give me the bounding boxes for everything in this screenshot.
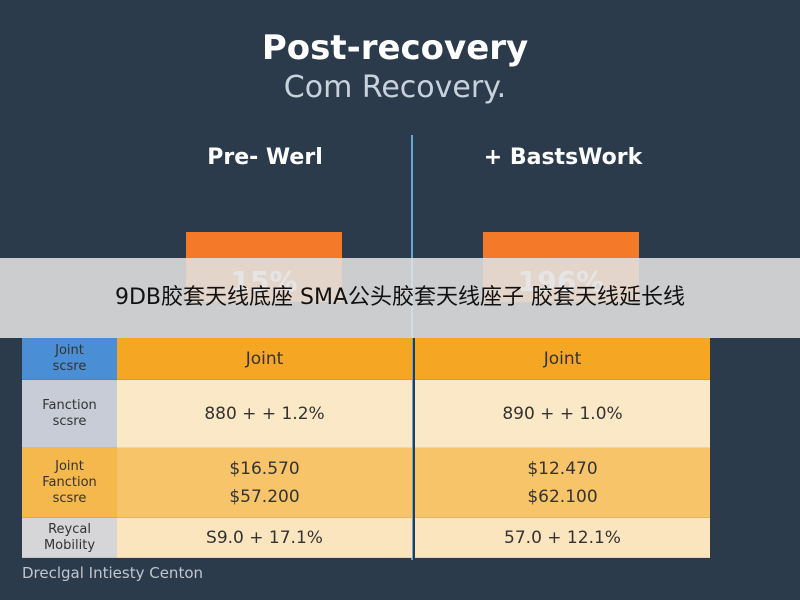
footer: Dreclgal Intiesty Centon bbox=[22, 564, 204, 582]
table-cell: $16.570 $57.200 bbox=[117, 448, 412, 518]
cell-text: S9.0 + 17.1% bbox=[206, 527, 323, 548]
cell-text: 880 + + 1.2% bbox=[204, 403, 325, 424]
cell-text: $62.100 bbox=[527, 486, 598, 507]
cell-text: Joint bbox=[245, 348, 284, 369]
cell-text: $16.570 bbox=[229, 458, 300, 479]
row-label: Reycal Mobility bbox=[22, 518, 117, 558]
cell-text: Fanction bbox=[42, 474, 97, 490]
column-title: + BastsWork bbox=[483, 145, 643, 170]
cell-text: Joint bbox=[543, 348, 582, 369]
cell-text: scsre bbox=[52, 358, 87, 374]
row-label: Joint scsre bbox=[22, 338, 117, 380]
cell-text: Reycal bbox=[48, 521, 91, 537]
table-cell: S9.0 + 17.1% bbox=[117, 518, 412, 558]
cell-text: 890 + + 1.0% bbox=[502, 403, 623, 424]
title: Post-recovery bbox=[261, 28, 529, 68]
table-cell: Joint bbox=[117, 338, 412, 380]
table-cell: 57.0 + 12.1% bbox=[415, 518, 710, 558]
cell-text: Mobility bbox=[43, 537, 96, 553]
cell-text: Joint bbox=[55, 458, 84, 474]
table-cell: Joint bbox=[415, 338, 710, 380]
row-label: Joint Fanction scsre bbox=[22, 448, 117, 518]
table-cell: 890 + + 1.0% bbox=[415, 380, 710, 448]
subtitle: Com Recovery. bbox=[283, 70, 507, 105]
banner: 9DB胶套天线底座 SMA公头胶套天线座子 胶套天线延长线 bbox=[0, 258, 800, 338]
divider bbox=[411, 135, 413, 560]
cell-text: scsre bbox=[52, 413, 87, 429]
cell-text: 57.0 + 12.1% bbox=[504, 527, 621, 548]
cell-text: $57.200 bbox=[229, 486, 300, 507]
table-cell: 880 + + 1.2% bbox=[117, 380, 412, 448]
cell-text: scsre bbox=[52, 490, 87, 506]
column-title: Pre- Werl bbox=[207, 145, 323, 170]
table-cell: $12.470 $62.100 bbox=[415, 448, 710, 518]
cell-text: $12.470 bbox=[527, 458, 598, 479]
row-label: Fanction scsre bbox=[22, 380, 117, 448]
cell-text: Fanction bbox=[42, 397, 97, 413]
cell-text: Joint bbox=[55, 342, 84, 358]
